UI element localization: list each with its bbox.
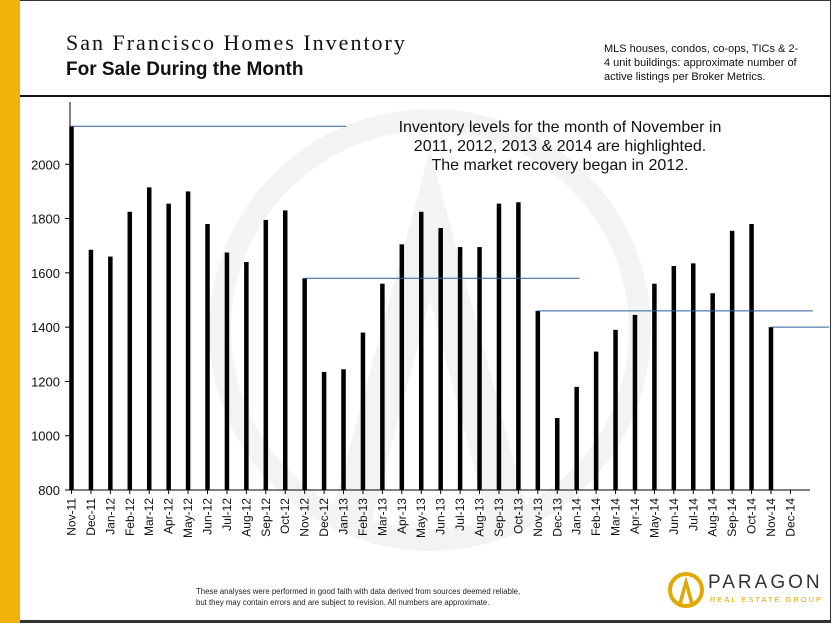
logo-wordmark: PARAGON	[708, 572, 823, 593]
inventory-bar	[418, 211, 424, 491]
disclaimer-footer: These analyses were performed in good fa…	[196, 586, 596, 608]
x-tick-label: Dec-11	[84, 498, 98, 536]
x-tick-label: Aug-13	[473, 498, 487, 537]
x-tick-label: May-13	[414, 498, 428, 538]
inventory-bar	[127, 211, 133, 491]
x-tick-label: Dec-12	[317, 498, 331, 537]
x-tick-label: Nov-12	[298, 498, 312, 537]
inventory-bar	[496, 203, 502, 490]
inventory-bar	[224, 252, 230, 490]
inventory-bar	[593, 351, 599, 490]
inventory-bar	[360, 332, 366, 490]
chart-annotation: Inventory levels for the month of Novemb…	[380, 118, 740, 175]
inventory-bar	[516, 202, 521, 491]
chart-title: San Francisco Homes Inventory	[66, 30, 407, 55]
inventory-bar	[749, 224, 754, 490]
x-tick-label: Feb-12	[123, 498, 137, 536]
header-divider	[20, 95, 831, 97]
x-tick-label: Nov-14	[764, 498, 778, 537]
inventory-bar	[69, 126, 74, 491]
inventory-bar	[671, 266, 677, 490]
paragon-logo: PARAGON REAL ESTATE GROUP	[668, 570, 828, 610]
x-tick-label: Dec-13	[550, 498, 564, 537]
x-tick-label: Dec-14	[783, 498, 797, 537]
annotation-line: The market recovery began in 2012.	[431, 157, 689, 174]
inventory-bar	[710, 293, 715, 490]
x-tick-label: Jan-13	[337, 498, 351, 535]
inventory-bar	[438, 228, 443, 491]
y-tick-label: 1600	[31, 266, 60, 281]
x-tick-label: Jan-12	[103, 498, 117, 535]
inventory-bar	[729, 230, 735, 491]
x-tick-label: Apr-13	[395, 498, 409, 534]
inventory-bar	[321, 371, 327, 490]
inventory-bar	[380, 283, 385, 490]
inventory-bar	[691, 263, 696, 490]
x-tick-label: Nov-11	[65, 498, 79, 536]
accent-side-bar	[0, 0, 20, 623]
inventory-bar	[88, 249, 94, 490]
x-tick-label: Oct-13	[511, 498, 525, 534]
inventory-bar	[632, 314, 638, 490]
disclaimer-line: but they may contain errors and are subj…	[196, 598, 490, 607]
x-tick-label: Sep-12	[259, 498, 273, 537]
x-tick-label: Feb-13	[356, 498, 370, 536]
x-tick-label: Aug-14	[706, 498, 720, 537]
x-tick-label: Jun-13	[434, 498, 448, 535]
x-tick-label: Oct-12	[278, 498, 292, 534]
inventory-bar	[477, 247, 482, 490]
x-tick-label: Jan-14	[570, 498, 584, 535]
inventory-bar	[282, 210, 288, 490]
y-tick-label: 800	[38, 483, 60, 498]
inventory-bar	[205, 224, 210, 490]
x-tick-label: Jun-12	[201, 498, 215, 535]
inventory-bar	[399, 244, 405, 490]
inventory-bar	[652, 283, 657, 490]
inventory-bar	[574, 386, 579, 490]
x-tick-label: Oct-14	[745, 498, 759, 534]
x-tick-label: Mar-13	[375, 498, 389, 536]
logo-tagline: REAL ESTATE GROUP	[710, 595, 824, 604]
chart-subtitle: For Sale During the Month	[66, 59, 304, 80]
y-tick-label: 1800	[31, 212, 60, 227]
annotation-line: 2011, 2012, 2013 & 2014 are highlighted.	[413, 138, 707, 155]
inventory-bar	[185, 191, 191, 490]
inventory-bar	[108, 256, 113, 490]
x-tick-label: Apr-12	[162, 498, 176, 534]
x-tick-label: Sep-14	[725, 498, 739, 537]
x-tick-label: Sep-13	[492, 498, 506, 537]
inventory-bar	[768, 327, 774, 490]
x-tick-label: Aug-12	[239, 498, 253, 537]
inventory-bar	[457, 247, 463, 490]
x-tick-label: Mar-12	[142, 498, 156, 536]
inventory-bar	[555, 418, 560, 490]
paragon-logo-icon	[668, 572, 704, 608]
x-tick-label: Nov-13	[531, 498, 545, 537]
disclaimer-line: These analyses were performed in good fa…	[196, 587, 521, 596]
inventory-bar	[263, 219, 269, 490]
inventory-bar	[535, 310, 541, 490]
y-tick-label: 1200	[31, 374, 60, 389]
x-tick-label: Jul-14	[686, 498, 700, 531]
y-tick-label: 2000	[31, 157, 60, 172]
data-source-note: MLS houses, condos, co-ops, TICs & 2-4 u…	[604, 43, 799, 83]
x-tick-label: Feb-14	[589, 498, 603, 536]
inventory-bar	[341, 369, 346, 490]
x-tick-label: Mar-14	[609, 498, 623, 536]
x-tick-label: May-14	[647, 498, 661, 538]
x-tick-label: Jul-13	[453, 498, 467, 531]
inventory-bar	[166, 203, 171, 490]
annotation-line: Inventory levels for the month of Novemb…	[398, 119, 722, 136]
x-tick-label: Jun-14	[667, 498, 681, 535]
inventory-bar	[302, 278, 307, 490]
x-tick-label: May-12	[181, 498, 195, 538]
y-tick-label: 1400	[31, 320, 60, 335]
inventory-bar	[146, 187, 152, 490]
x-tick-label: Apr-14	[628, 498, 642, 534]
inventory-bar	[613, 329, 618, 490]
x-tick-label: Jul-12	[220, 498, 234, 531]
inventory-bar	[244, 262, 249, 490]
y-tick-label: 1000	[31, 429, 60, 444]
